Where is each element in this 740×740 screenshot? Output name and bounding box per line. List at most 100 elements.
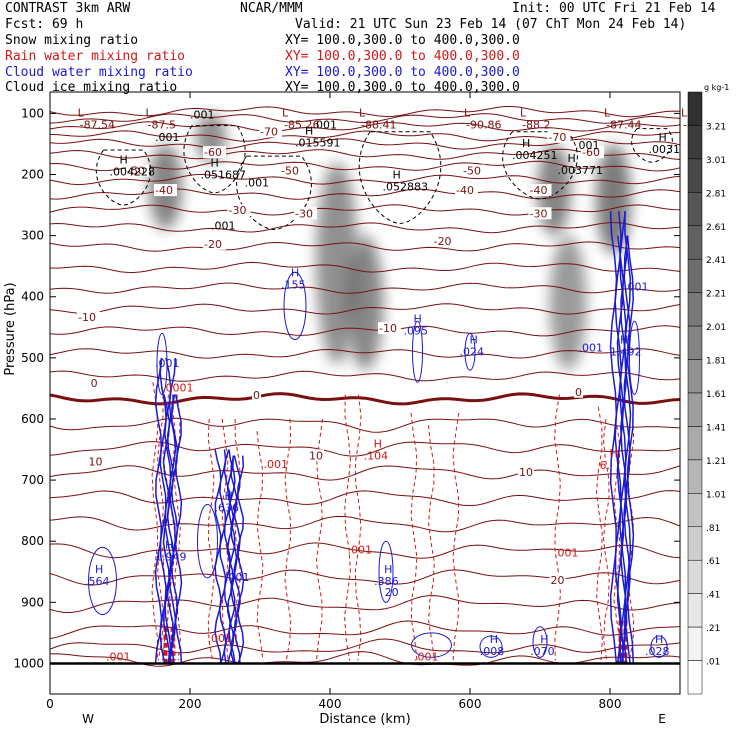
temperature-label: 0 <box>253 389 260 402</box>
x-tick-label: 800 <box>599 697 622 711</box>
cloud-water-contour <box>154 357 163 664</box>
maximum-marker: H <box>610 447 618 460</box>
temperature-contour <box>49 638 681 654</box>
cloud-water-contour <box>479 635 503 658</box>
temperature-contour <box>49 204 681 216</box>
contour-value-label: .001 <box>348 543 373 556</box>
contour-value-label: .001 <box>106 650 131 663</box>
x-tick-label: 400 <box>319 697 342 711</box>
maximum-value: .104 <box>364 450 389 463</box>
temperature-contour <box>49 148 681 160</box>
colorbar-label: .61 <box>706 557 720 567</box>
minimum-value: -88.2 <box>522 118 550 131</box>
colorbar-swatch <box>687 426 703 461</box>
temperature-contour <box>49 174 681 186</box>
maximum-value: .004251 <box>512 149 558 162</box>
contour-value-label: .001 <box>155 357 180 370</box>
colorbar-swatch <box>687 292 703 327</box>
minimum-marker: L <box>520 106 527 119</box>
y-tick-label: 800 <box>21 534 44 548</box>
colorbar-label: 1.01 <box>706 490 726 500</box>
temperature-label: -50 <box>463 165 481 178</box>
temperature-label-bg <box>462 164 485 177</box>
colorbar-label: .21 <box>706 624 720 634</box>
field-rain-label: Rain water mixing ratio <box>5 49 186 64</box>
snow-plume <box>549 235 587 371</box>
colorbar-swatch <box>687 559 703 594</box>
cloud-water-contour <box>236 455 245 664</box>
rain-contour <box>354 394 362 661</box>
minimum-value: -88.41 <box>361 118 396 131</box>
minimum-marker: L <box>681 106 688 119</box>
temperature-contour <box>49 441 681 457</box>
temperature-contour <box>49 515 681 533</box>
x-tick-label: 600 <box>459 697 482 711</box>
minimum-marker: L <box>146 106 153 119</box>
temperature-label: -30 <box>295 207 313 220</box>
minimum-marker: L <box>282 106 289 119</box>
rain-contour <box>234 418 242 658</box>
cloud-water-contour <box>620 235 628 664</box>
rain-contour <box>207 418 215 661</box>
colorbar-units: g kg-1 <box>704 83 729 92</box>
cloud-water-contour <box>226 455 235 664</box>
maximum-value: 6. <box>600 459 611 472</box>
field-cloudice-xy: XY= 100.0,300.0 to 400.0,300.0 <box>285 80 520 95</box>
field-cloudice-label: Cloud ice mixing ratio <box>5 80 178 95</box>
cloud-ice-contour <box>358 131 442 224</box>
maximum-marker: H <box>225 490 233 503</box>
temperature-label: 10 <box>519 466 533 479</box>
y-tick-label: 100 <box>21 106 44 120</box>
temperature-contour <box>49 490 681 507</box>
maximum-value: .052883 <box>383 181 429 194</box>
maximum-marker: H <box>414 312 422 325</box>
maximum-value: .386 <box>374 575 399 588</box>
cloud-ice-contour <box>631 128 673 163</box>
temperature-contour <box>49 160 681 172</box>
colorbar-swatch <box>687 392 703 427</box>
maximum-marker: H <box>568 152 576 165</box>
colorbar-swatch <box>687 526 703 561</box>
temperature-label-bg <box>294 207 317 220</box>
cloud-water-contour <box>411 632 452 658</box>
maximum-value: .024 <box>460 346 485 359</box>
temperature-contour <box>49 569 681 586</box>
temperature-label: -50 <box>281 165 299 178</box>
temperature-contour <box>49 261 681 274</box>
maximum-marker: H <box>120 153 128 166</box>
colorbar-label: 3.01 <box>706 156 726 166</box>
init-time: Init: 00 UTC Fri 21 Feb 14 <box>512 1 716 16</box>
cloud-water-contour <box>233 455 241 664</box>
y-tick-label: 600 <box>21 412 44 426</box>
y-tick-label: 500 <box>21 351 44 365</box>
temperature-label: -40 <box>530 184 548 197</box>
maximum-value: .070 <box>530 645 555 658</box>
temperature-contour <box>49 595 681 613</box>
maximum-value: .008 <box>480 645 505 658</box>
colorbar-label: 1.21 <box>706 457 726 467</box>
maximum-marker: H <box>305 125 313 138</box>
minimum-marker: L <box>604 106 611 119</box>
cloud-ice-contour <box>183 125 246 194</box>
y-tick-label: 900 <box>21 595 44 609</box>
contour-value-label: .001 <box>208 632 233 645</box>
temperature-label: 10 <box>89 455 103 468</box>
temperature-label-bg <box>432 234 456 247</box>
maximum-value: .095 <box>404 324 429 337</box>
temperature-contour <box>49 542 681 559</box>
y-axis-title: Pressure (hPa) <box>3 282 18 375</box>
colorbar-label: 1.61 <box>706 390 726 400</box>
contour-value-label: .001 <box>225 571 250 584</box>
maximum-marker: H <box>659 131 667 144</box>
temperature-label-bg <box>252 388 261 401</box>
rain-contour <box>427 425 435 661</box>
minimum-value: -85.26 <box>284 118 319 131</box>
minimum-value: -87.44 <box>606 118 641 131</box>
maximum-value: .564 <box>85 575 110 588</box>
rain-contour <box>256 431 264 661</box>
temperature-label-bg <box>227 204 251 217</box>
colorbar-label: 3.21 <box>706 122 726 132</box>
forecast-hour: Fcst: 69 h <box>5 17 84 32</box>
colorbar-label: .41 <box>706 591 720 601</box>
